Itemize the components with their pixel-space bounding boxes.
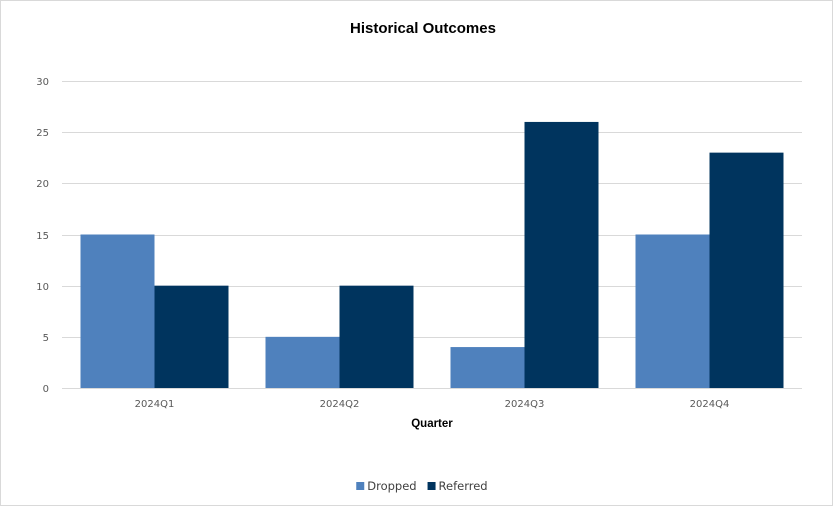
x-axis-title: Quarter <box>411 418 453 430</box>
bar-dropped-2024q4 <box>635 234 710 388</box>
bar-referred-2024q4 <box>709 152 784 388</box>
y-tick-label: 25 <box>36 128 49 139</box>
y-tick-label: 0 <box>43 384 49 395</box>
x-tick-label: 2024Q1 <box>135 399 175 410</box>
x-tick-label: 2024Q3 <box>505 399 545 410</box>
y-tick-label: 20 <box>36 179 49 190</box>
legend-label-dropped: Dropped <box>367 479 416 493</box>
legend-label-referred: Referred <box>439 479 488 493</box>
chart-title: Historical Outcomes <box>350 20 496 37</box>
bar-referred-2024q3 <box>524 121 599 388</box>
bar-dropped-2024q2 <box>265 336 340 388</box>
y-tick-label: 10 <box>36 282 49 293</box>
legend-swatch-dropped <box>356 482 365 490</box>
axes: 0 5 10 15 20 25 30 2024Q1 2024Q2 2024Q3 2024Q4 <box>36 77 802 410</box>
x-tick-label: 2024Q2 <box>320 399 360 410</box>
legend-swatch-referred <box>427 482 436 490</box>
x-tick-label: 2024Q4 <box>690 399 730 410</box>
bars <box>80 121 784 388</box>
bar-dropped-2024q3 <box>450 347 525 388</box>
y-tick-label: 15 <box>36 231 49 242</box>
bar-referred-2024q1 <box>154 285 229 388</box>
legend: Dropped Referred <box>356 479 488 493</box>
y-tick-label: 30 <box>36 77 49 88</box>
bar-dropped-2024q1 <box>80 234 155 388</box>
y-tick-label: 5 <box>43 333 49 344</box>
bar-referred-2024q2 <box>339 285 414 388</box>
